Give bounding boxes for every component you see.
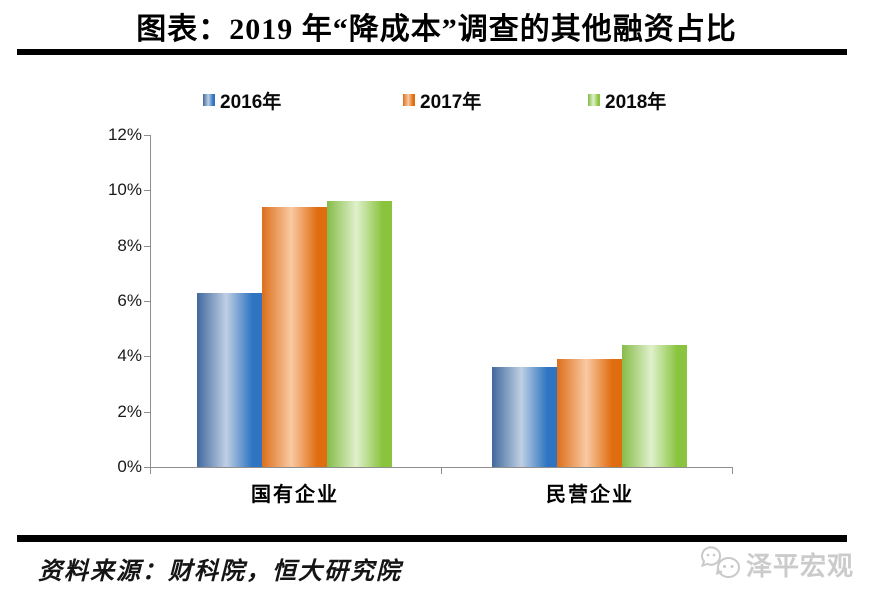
chart-title: 图表：2019 年“降成本”调查的其他融资占比 — [136, 13, 737, 46]
legend-item-2016年: 2016年 — [203, 89, 282, 113]
watermark: 泽平宏观 — [700, 544, 854, 584]
y-axis-label: 10% — [107, 180, 142, 200]
legend-item-2018年: 2018年 — [588, 89, 667, 113]
bar-民营企业-2017年 — [557, 359, 622, 467]
title-divider — [17, 49, 847, 55]
legend-item-2017年: 2017年 — [403, 89, 482, 113]
bar-民营企业-2018年 — [622, 345, 687, 467]
legend-swatch-icon — [203, 94, 215, 106]
bar-民营企业-2016年 — [492, 367, 557, 467]
legend-label: 2018年 — [605, 91, 667, 113]
y-axis-tick — [144, 135, 151, 136]
y-axis-label: 12% — [107, 125, 142, 144]
x-axis-category-label: 国有企业 — [251, 484, 339, 506]
y-axis-tick — [144, 356, 151, 358]
y-axis-label: 0% — [117, 457, 142, 476]
bar-国有企业-2016年 — [197, 293, 262, 467]
legend-swatch-icon — [403, 94, 415, 106]
legend-swatch-icon — [588, 94, 600, 106]
y-axis-label: 8% — [117, 235, 142, 255]
footer-divider — [17, 535, 847, 542]
bar-国有企业-2018年 — [327, 201, 392, 467]
y-axis-label: 2% — [117, 401, 142, 421]
x-axis-tick — [150, 468, 151, 474]
y-axis-tick — [144, 411, 151, 413]
y-axis-tick — [144, 301, 151, 302]
y-axis-label: 4% — [117, 346, 142, 366]
x-axis-line — [150, 467, 733, 468]
y-axis-tick — [144, 190, 151, 192]
bar-国有企业-2017年 — [262, 207, 327, 467]
x-axis-category-label: 民营企业 — [546, 484, 634, 506]
legend-label: 2016年 — [220, 91, 282, 113]
x-axis-tick — [732, 468, 733, 474]
y-axis-tick — [144, 245, 151, 247]
wechat-chat-bubbles-icon — [700, 546, 741, 578]
watermark-text: 泽平宏观 — [746, 550, 855, 581]
y-axis-tick — [144, 467, 151, 468]
x-axis-tick — [441, 468, 442, 474]
y-axis-label: 6% — [117, 291, 142, 310]
source-text: 资料来源：财科院，恒大研究院 — [38, 559, 402, 585]
legend-label: 2017年 — [420, 91, 482, 113]
